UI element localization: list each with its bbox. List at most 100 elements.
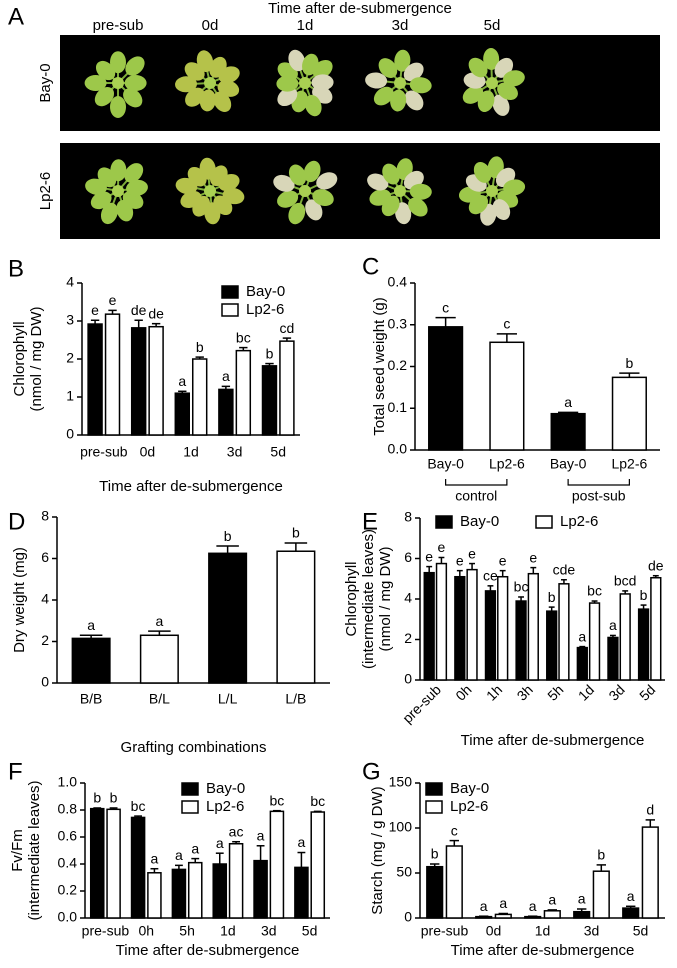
y-tick-label: 0.2 xyxy=(388,357,408,373)
significance-label: a xyxy=(548,892,556,908)
y-tick-label: 0.3 xyxy=(388,315,408,331)
y-tick-label: 4 xyxy=(41,591,49,607)
column-label: 3d xyxy=(392,17,409,34)
rosette-center xyxy=(486,185,498,197)
y-tick-label: 1 xyxy=(66,388,74,404)
y-tick-label: 0 xyxy=(66,426,74,442)
leaf xyxy=(373,86,394,106)
significance-label: c xyxy=(503,316,510,332)
significance-label: a xyxy=(627,888,635,904)
rosette-center xyxy=(394,77,406,89)
y-tick-label: 0.4 xyxy=(58,855,78,871)
y-tick-label: 0.2 xyxy=(58,882,78,898)
y-axis-label: Chlorophyll xyxy=(343,561,360,636)
photo-strip xyxy=(60,143,660,239)
significance-label: bc xyxy=(514,579,529,595)
bar xyxy=(435,562,448,681)
significance-label: bc xyxy=(270,792,285,808)
leaf xyxy=(95,60,116,81)
y-tick-label: 6 xyxy=(41,549,49,565)
significance-label: de xyxy=(148,305,164,321)
leaf xyxy=(100,202,118,225)
x-tick-label: 5h xyxy=(544,681,566,703)
rosette-center xyxy=(112,185,124,197)
leaf xyxy=(125,56,145,76)
group-label: post-sub xyxy=(572,488,626,504)
x-tick-label: B/L xyxy=(149,691,170,707)
x-tick-label: 0d xyxy=(486,923,502,939)
leaf xyxy=(409,183,432,200)
y-tick-label: 8 xyxy=(41,508,49,524)
leaf xyxy=(110,159,127,182)
bar xyxy=(527,572,539,681)
y-tick-label: 0 xyxy=(404,909,412,925)
bar xyxy=(187,861,203,919)
significance-label: bc xyxy=(131,798,146,814)
legend-label: Lp2-6 xyxy=(246,301,284,318)
significance-label: b xyxy=(640,587,648,603)
bar xyxy=(650,576,662,681)
leaf xyxy=(110,96,126,118)
leaf xyxy=(116,199,134,222)
rosette xyxy=(84,51,147,118)
y-axis-label: (nmol / mg DW) xyxy=(28,306,45,411)
leaf xyxy=(90,191,112,210)
significance-label: bc xyxy=(587,583,602,599)
significance-label: e xyxy=(438,539,446,555)
bar xyxy=(619,593,631,681)
leaf xyxy=(367,173,389,191)
rosette xyxy=(276,49,334,117)
x-tick-label: 0h xyxy=(138,923,154,939)
bar xyxy=(104,313,121,436)
significance-label: b xyxy=(292,525,300,541)
y-tick-label: 0.6 xyxy=(58,828,78,844)
significance-label: b xyxy=(431,846,439,862)
leaf xyxy=(288,202,306,225)
significance-label: b xyxy=(597,847,605,863)
bar xyxy=(426,865,444,919)
column-label: pre-sub xyxy=(93,17,144,34)
x-axis-label: Time after de-submergence xyxy=(99,478,283,495)
leaf xyxy=(503,70,525,87)
leaf xyxy=(403,62,424,82)
x-tick-label: 1h xyxy=(483,681,505,703)
x-tick-label: 0d xyxy=(140,444,156,460)
significance-label: a xyxy=(564,394,572,410)
bar xyxy=(423,571,435,681)
leaf xyxy=(218,66,240,84)
bar xyxy=(494,913,512,919)
leaf xyxy=(213,91,232,112)
panel-label: A xyxy=(8,3,24,30)
rosette-center xyxy=(204,77,216,89)
x-tick-label: 5d xyxy=(636,681,658,703)
significance-label: e xyxy=(109,292,117,308)
bar xyxy=(573,910,591,919)
significance-label: ac xyxy=(229,823,244,839)
significance-label: b xyxy=(196,339,204,355)
y-tick-label: 0.0 xyxy=(388,441,408,457)
leaf xyxy=(277,190,299,208)
bar xyxy=(253,859,268,919)
bar xyxy=(269,810,285,919)
leaf xyxy=(311,74,334,91)
significance-label: bc xyxy=(236,329,251,345)
y-axis-label: (nmol / mg DW) xyxy=(377,546,394,651)
significance-label: a xyxy=(191,840,199,856)
legend-swatch xyxy=(221,285,239,299)
y-tick-label: 2 xyxy=(41,632,49,648)
leaf xyxy=(483,48,500,71)
y-tick-label: 0.4 xyxy=(388,274,408,290)
legend-label: Bay-0 xyxy=(206,780,245,797)
bar xyxy=(208,552,248,684)
leaf xyxy=(124,75,147,91)
significance-label: de xyxy=(648,557,664,573)
bar xyxy=(445,845,463,919)
significance-label: b xyxy=(224,528,232,544)
leaf xyxy=(288,49,306,72)
leaf xyxy=(303,160,321,183)
x-tick-label: pre-sub xyxy=(80,444,128,460)
leaf xyxy=(395,202,412,225)
x-tick-label: L/B xyxy=(285,691,306,707)
x-tick-label: B/B xyxy=(80,691,103,707)
significance-label: a xyxy=(499,895,507,911)
